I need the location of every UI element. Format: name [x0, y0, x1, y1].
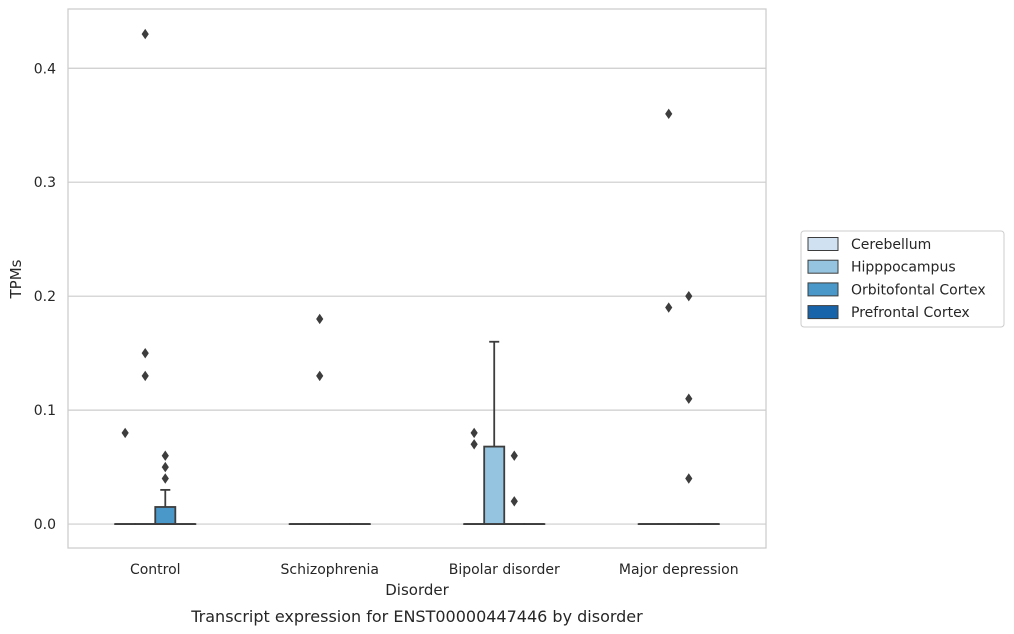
y-tick-label: 0.1 [34, 403, 56, 419]
legend-label: Cerebellum [851, 237, 931, 253]
outlier-point [141, 347, 149, 359]
y-tick-label: 0.2 [34, 289, 56, 305]
y-tick-label: 0.3 [34, 175, 56, 191]
y-axis-label: TPMs [7, 259, 25, 299]
plot-frame [67, 8, 767, 549]
legend-label: Prefrontal Cortex [851, 305, 970, 321]
legend-swatch [807, 237, 839, 251]
x-tick-label: Schizophrenia [281, 562, 379, 578]
outlier-point [470, 439, 478, 450]
box-body [154, 506, 177, 525]
outlier-point [161, 450, 169, 461]
outlier-point [141, 28, 149, 40]
outlier-point [685, 290, 693, 302]
outlier-point [316, 370, 324, 382]
legend-frame [800, 230, 1005, 328]
legend-label: Hipppocampus [851, 260, 956, 276]
x-tick-labels: Control Schizophrenia Bipolar disorder Majo… [130, 562, 739, 578]
outlier-point [510, 496, 518, 507]
boxes [114, 340, 720, 525]
plot-area-background [68, 9, 766, 548]
legend-swatch [807, 259, 839, 274]
outlier-point [665, 302, 673, 313]
legend-swatch [807, 282, 839, 297]
x-tick-label: Bipolar disorder [449, 562, 560, 578]
outlier-point [510, 450, 518, 461]
x-tick-label: Control [130, 562, 181, 578]
x-axis-label: Disorder [385, 581, 449, 599]
outlier-point [685, 473, 693, 484]
outlier-point [161, 473, 169, 484]
outlier-point [470, 427, 478, 439]
box-hipppocampus [483, 340, 506, 525]
legend-swatch [807, 305, 839, 320]
legend-label: Orbitofontal Cortex [851, 282, 986, 298]
outliers [121, 28, 693, 507]
outlier-point [141, 370, 149, 382]
y-tick-labels: 0.0 0.1 0.2 0.3 0.4 [34, 61, 56, 533]
y-tick-label: 0.0 [34, 517, 56, 533]
legend: Cerebellum Hipppocampus Orbitofontal Corte… [800, 230, 1005, 328]
box-orbitofontal-cortex [154, 488, 177, 525]
x-tick-label: Major depression [619, 562, 739, 578]
outlier-point [685, 393, 693, 404]
y-tick-label: 0.4 [34, 61, 56, 77]
chart-caption: Transcript expression for ENST0000044744… [190, 607, 643, 626]
box-body [483, 445, 506, 525]
outlier-point [121, 427, 129, 439]
outlier-point [665, 108, 673, 120]
outlier-point [316, 313, 324, 325]
outlier-point [161, 461, 169, 473]
